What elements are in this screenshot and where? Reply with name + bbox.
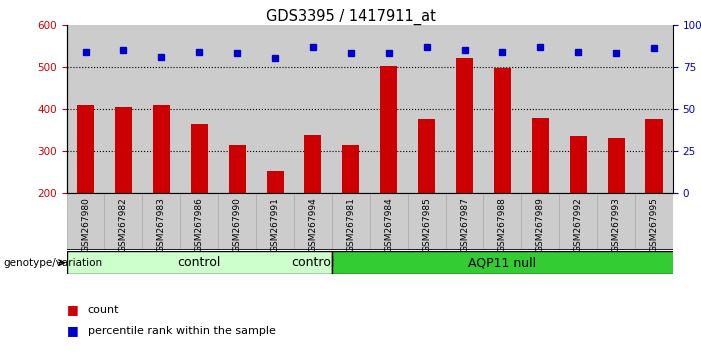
Bar — [608, 138, 625, 193]
Text: GDS3395 / 1417911_at: GDS3395 / 1417911_at — [266, 9, 435, 25]
Bar — [67, 25, 104, 193]
Text: GSM267986: GSM267986 — [195, 198, 204, 252]
Text: GSM267992: GSM267992 — [573, 198, 583, 252]
Bar — [408, 25, 446, 193]
Bar — [191, 124, 207, 193]
Bar — [142, 193, 180, 250]
Text: GSM267985: GSM267985 — [422, 198, 431, 252]
Text: control: control — [291, 256, 334, 269]
Text: GSM267989: GSM267989 — [536, 198, 545, 252]
Bar — [266, 171, 284, 193]
Bar — [104, 193, 142, 250]
Bar — [332, 193, 369, 250]
Bar — [484, 25, 522, 193]
Text: percentile rank within the sample: percentile rank within the sample — [88, 326, 275, 336]
Bar — [446, 25, 484, 193]
Bar — [522, 193, 559, 250]
Bar — [304, 135, 322, 193]
Text: GSM267994: GSM267994 — [308, 198, 318, 252]
Bar — [67, 251, 332, 274]
Text: GSM267980: GSM267980 — [81, 198, 90, 252]
Text: ■: ■ — [67, 303, 79, 316]
Bar — [522, 25, 559, 193]
Bar — [294, 193, 332, 250]
Text: GSM267990: GSM267990 — [233, 198, 242, 252]
Bar — [380, 65, 397, 193]
Text: GSM267983: GSM267983 — [157, 198, 166, 252]
Bar — [180, 193, 218, 250]
Bar — [67, 193, 104, 250]
Bar — [559, 193, 597, 250]
Bar — [294, 25, 332, 193]
Bar — [342, 144, 360, 193]
Bar — [532, 118, 549, 193]
Text: GSM267995: GSM267995 — [650, 198, 658, 252]
Text: GSM267984: GSM267984 — [384, 198, 393, 252]
Bar — [635, 25, 673, 193]
Text: GSM267981: GSM267981 — [346, 198, 355, 252]
Text: count: count — [88, 305, 119, 315]
Text: ■: ■ — [67, 325, 79, 337]
Text: GSM267988: GSM267988 — [498, 198, 507, 252]
Bar — [229, 144, 245, 193]
Bar — [115, 107, 132, 193]
Bar — [77, 105, 94, 193]
Text: AQP11 null: AQP11 null — [468, 256, 536, 269]
Text: GSM267982: GSM267982 — [119, 198, 128, 252]
Text: genotype/variation: genotype/variation — [4, 258, 102, 268]
Bar — [104, 25, 142, 193]
Bar — [570, 136, 587, 193]
Bar — [456, 58, 473, 193]
Bar — [559, 25, 597, 193]
Bar — [218, 25, 256, 193]
Bar — [597, 25, 635, 193]
Bar — [369, 25, 408, 193]
Bar — [446, 193, 484, 250]
Text: control: control — [177, 256, 221, 269]
Bar — [484, 193, 522, 250]
Bar — [369, 193, 408, 250]
Bar — [218, 193, 256, 250]
Bar — [408, 193, 446, 250]
Bar — [256, 25, 294, 193]
Bar — [142, 25, 180, 193]
Bar — [646, 119, 662, 193]
Bar — [153, 105, 170, 193]
Text: GSM267993: GSM267993 — [611, 198, 620, 252]
Bar — [180, 25, 218, 193]
Bar — [597, 193, 635, 250]
Bar — [418, 119, 435, 193]
Text: GSM267987: GSM267987 — [460, 198, 469, 252]
Bar — [256, 193, 294, 250]
Bar — [494, 68, 511, 193]
Bar — [635, 193, 673, 250]
Text: GSM267991: GSM267991 — [271, 198, 280, 252]
Bar — [332, 251, 692, 274]
Bar — [332, 25, 369, 193]
